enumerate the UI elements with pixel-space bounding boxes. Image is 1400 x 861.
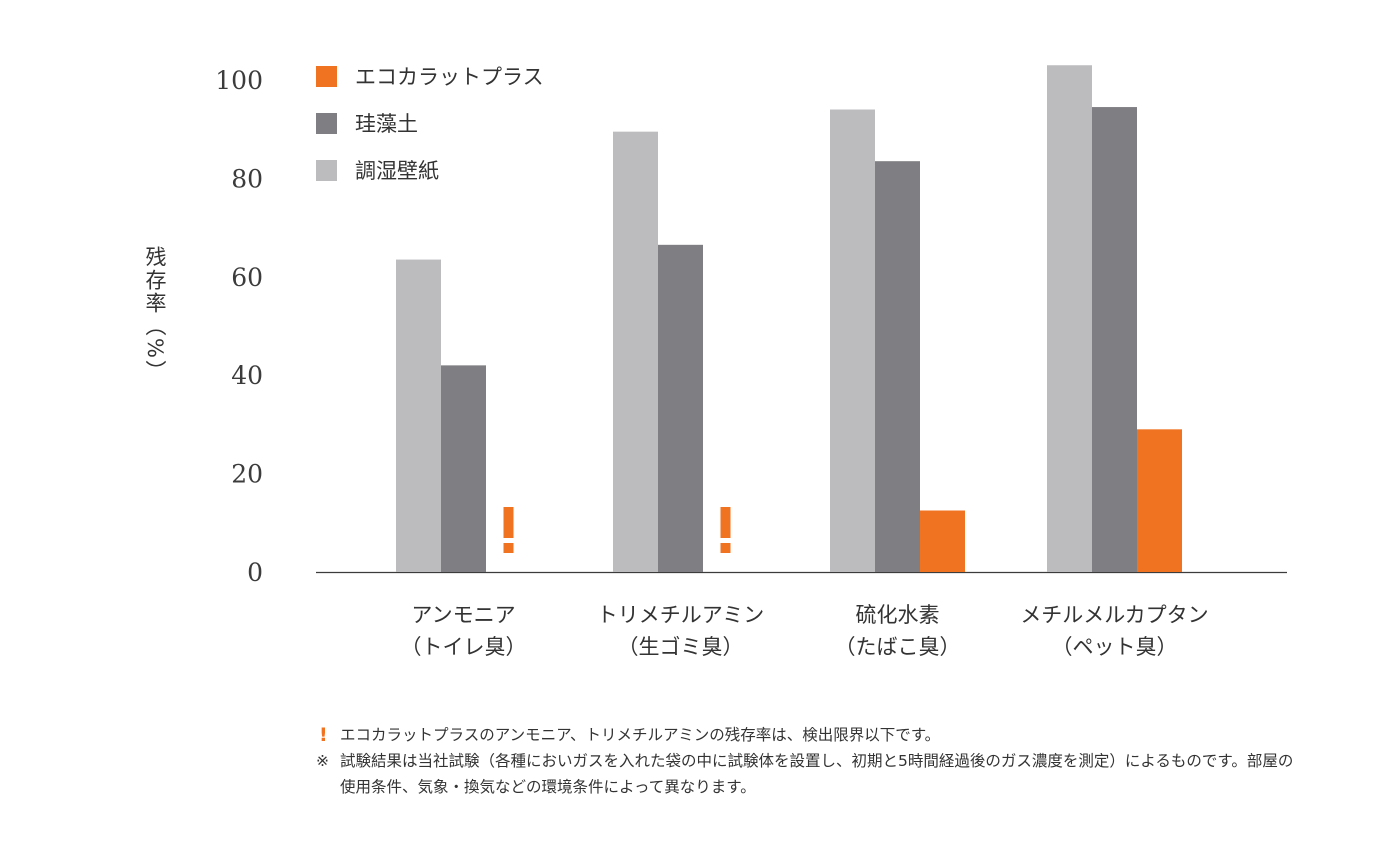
exclamation-icon	[503, 543, 514, 553]
y-tick-label: 0	[247, 558, 263, 587]
bar-diatom	[441, 365, 486, 572]
y-tick-label: 60	[231, 263, 263, 292]
bar-diatom	[875, 161, 920, 572]
x-category-sublabel: （生ゴミ臭）	[618, 635, 744, 659]
legend-swatch-paper	[316, 160, 337, 181]
x-category-label: メチルメルカプタン	[1020, 603, 1208, 627]
reference-mark: ※	[316, 752, 329, 770]
legend-label: エコカラットプラス	[355, 65, 544, 89]
x-category-sublabel: （ペット臭）	[1052, 635, 1178, 659]
footnote-text: 試験結果は当社試験（各種においガスを入れた袋の中に試験体を設置し、初期と5時間経…	[340, 752, 1294, 796]
footnote-test-conditions: ※ 試験結果は当社試験（各種においガスを入れた袋の中に試験体を設置し、初期と5時…	[316, 748, 1296, 800]
bar-diatom	[658, 244, 703, 572]
x-category-sublabel: （たばこ臭）	[835, 635, 961, 659]
x-category-label: トリメチルアミン	[597, 603, 765, 627]
footnotes: ! エコカラットプラスのアンモニア、トリメチルアミンの残存率は、検出限界以下です…	[316, 722, 1296, 800]
exclamation-icon: !	[319, 724, 328, 746]
exclamation-icon	[720, 507, 731, 538]
footnote-detection-limit: ! エコカラットプラスのアンモニア、トリメチルアミンの残存率は、検出限界以下です…	[316, 722, 1296, 748]
x-category-sublabel: （トイレ臭）	[401, 635, 527, 659]
x-category-label: 硫化水素	[856, 603, 940, 627]
bar-paper	[613, 131, 658, 572]
legend-label: 調湿壁紙	[355, 159, 439, 183]
bar-paper	[830, 109, 875, 573]
y-tick-label: 100	[215, 66, 263, 95]
footnote-text: エコカラットプラスのアンモニア、トリメチルアミンの残存率は、検出限界以下です。	[340, 726, 941, 744]
y-tick-label: 20	[231, 460, 263, 489]
legend-swatch-diatom	[316, 113, 337, 134]
bar-paper	[1047, 65, 1092, 573]
bar-eco	[920, 510, 965, 572]
bar-paper	[396, 259, 441, 572]
bar-eco	[1137, 429, 1182, 572]
legend-swatch-eco	[316, 66, 337, 87]
y-axis-label: 残存率（%）	[143, 246, 167, 383]
y-tick-label: 80	[231, 164, 263, 193]
x-category-label: アンモニア	[411, 603, 515, 627]
legend-label: 珪藻土	[355, 112, 418, 136]
y-tick-label: 40	[231, 361, 263, 390]
exclamation-icon	[503, 507, 514, 538]
bar-diatom	[1092, 107, 1137, 572]
exclamation-icon	[720, 543, 731, 553]
